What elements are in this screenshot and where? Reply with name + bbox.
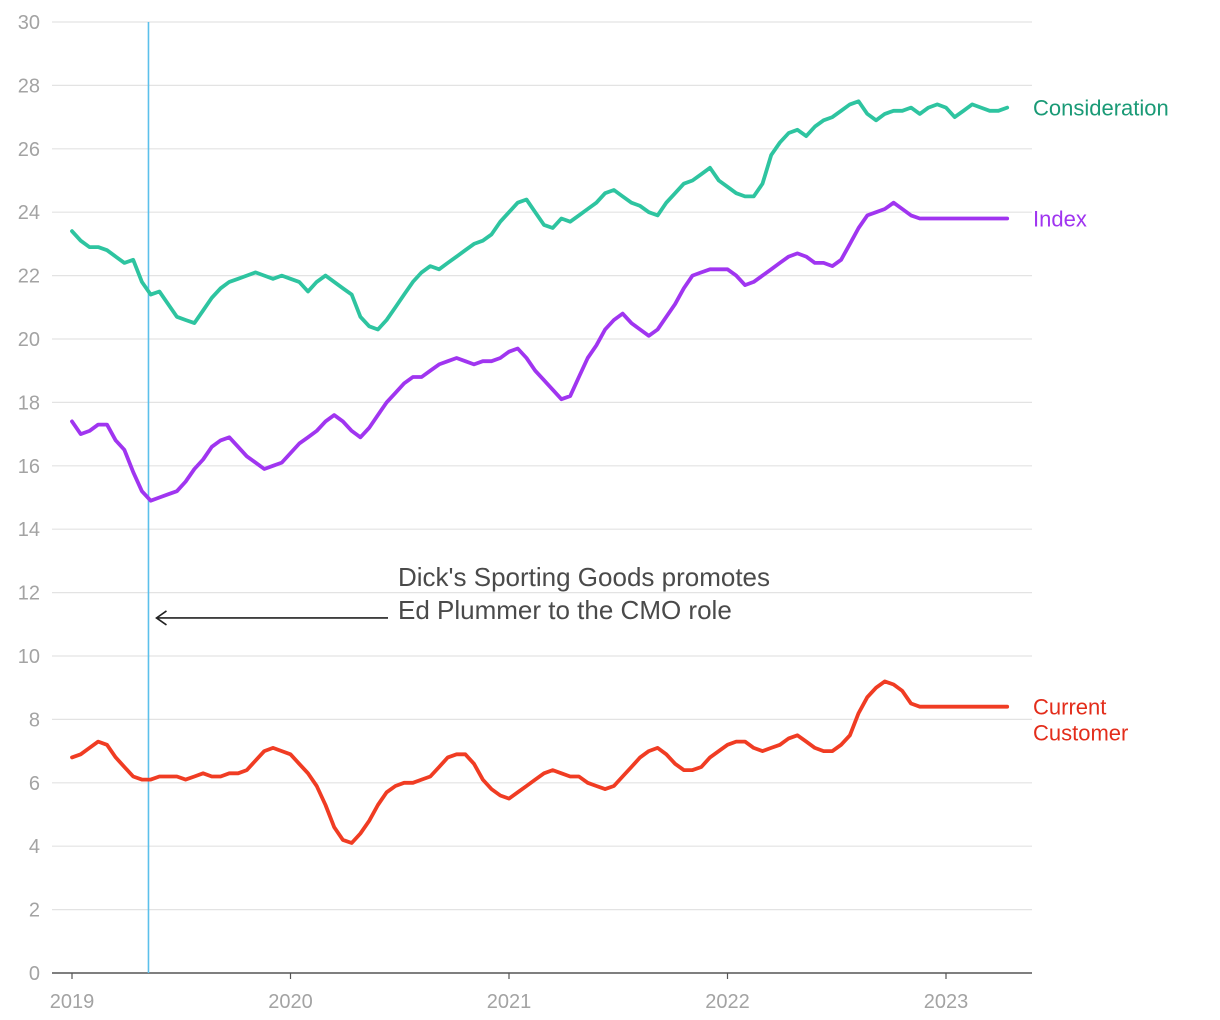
series-label-line: Customer <box>1033 721 1128 746</box>
series-label-current-customer: Current Customer <box>1033 695 1128 746</box>
series-label-index: Index <box>1033 207 1087 232</box>
y-tick-label: 4 <box>29 836 40 858</box>
y-tick-label: 2 <box>29 900 40 922</box>
x-tick-label: 2021 <box>487 991 532 1013</box>
y-tick-label: 22 <box>18 266 40 288</box>
y-tick-label: 18 <box>18 392 40 414</box>
y-tick-label: 10 <box>18 646 40 668</box>
y-tick-label: 6 <box>29 773 40 795</box>
y-tick-label: 26 <box>18 139 40 161</box>
y-tick-label: 28 <box>18 75 40 97</box>
y-tick-label: 12 <box>18 583 40 605</box>
x-tick-label: 2020 <box>268 991 313 1013</box>
gridlines <box>52 21 1032 911</box>
y-tick-label: 16 <box>18 456 40 478</box>
y-tick-label: 20 <box>18 329 40 351</box>
y-tick-label: 0 <box>29 963 40 985</box>
annotation: Dick's Sporting Goods promotes Ed Plumme… <box>155 562 770 626</box>
series-label-line: Consideration <box>1033 96 1169 121</box>
y-tick-label: 24 <box>18 202 40 224</box>
series-labels: Consideration Index Current Customer <box>1033 96 1169 746</box>
annotation-arrowhead <box>155 610 167 626</box>
y-tick-label: 14 <box>18 519 40 541</box>
series-line-consideration <box>70 99 1010 332</box>
annotation-text-line-1: Dick's Sporting Goods promotes <box>398 562 770 592</box>
series-label-line: Index <box>1033 207 1087 232</box>
series-line-index <box>70 200 1010 503</box>
series-line-current-customer <box>70 679 1010 845</box>
x-tick-label: 2022 <box>705 991 750 1013</box>
x-axis: 2019 2020 2021 2022 2023 <box>50 972 1032 1013</box>
series-label-consideration: Consideration <box>1033 96 1169 121</box>
series-label-line: Current <box>1033 695 1106 720</box>
y-tick-label: 8 <box>29 709 40 731</box>
y-tick-label: 30 <box>18 12 40 34</box>
x-tick-label: 2019 <box>50 991 95 1013</box>
series-lines <box>70 99 1010 845</box>
annotation-text-line-2: Ed Plummer to the CMO role <box>398 595 732 625</box>
x-tick-label: 2023 <box>924 991 969 1013</box>
